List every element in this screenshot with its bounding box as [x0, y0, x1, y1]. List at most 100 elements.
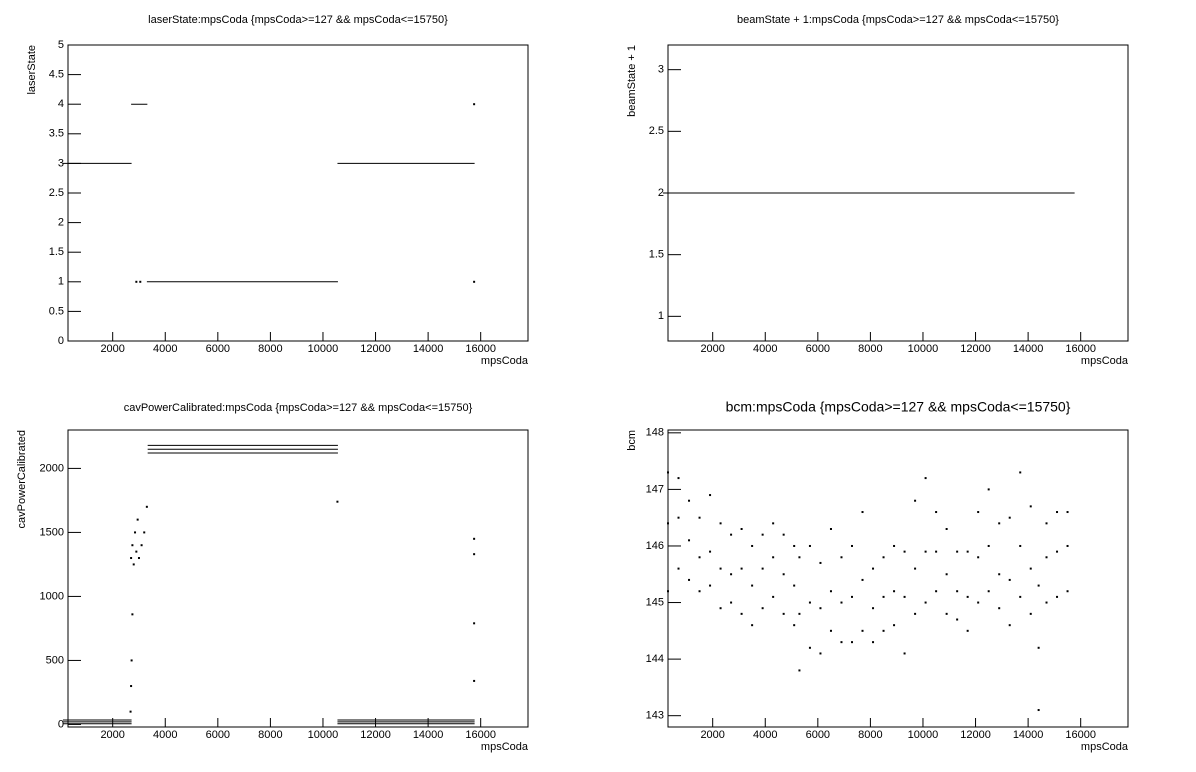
data-point: [1019, 544, 1022, 547]
data-point: [1008, 624, 1011, 627]
data-point: [935, 590, 938, 593]
x-tick-label: 10000: [908, 729, 939, 741]
data-point: [1029, 612, 1032, 615]
y-axis-label: beamState + 1: [626, 45, 638, 117]
data-point: [956, 618, 959, 621]
data-point: [139, 280, 142, 283]
data-point: [131, 544, 134, 547]
data-point: [130, 685, 133, 688]
data-point: [924, 477, 927, 480]
data-point: [840, 556, 843, 559]
data-point: [761, 607, 764, 610]
data-point: [130, 557, 133, 560]
data-point: [924, 601, 927, 604]
x-tick-label: 12000: [360, 729, 391, 741]
y-tick-label: 148: [646, 427, 664, 439]
y-tick-label: 3.5: [49, 128, 64, 140]
data-point: [1019, 471, 1022, 474]
data-point: [829, 590, 832, 593]
data-point: [698, 516, 701, 519]
data-point: [730, 533, 733, 536]
y-tick-label: 2.5: [649, 125, 664, 137]
data-point: [956, 550, 959, 553]
data-point: [1056, 595, 1059, 598]
data-point: [966, 595, 969, 598]
data-point: [829, 629, 832, 632]
y-tick-label: 1.5: [649, 249, 664, 261]
data-point: [761, 533, 764, 536]
data-point: [130, 659, 133, 662]
data-point: [698, 556, 701, 559]
data-point: [336, 500, 339, 503]
data-point: [473, 103, 476, 106]
data-point: [134, 531, 137, 534]
data-point: [667, 590, 669, 593]
data-point: [893, 544, 896, 547]
data-point: [1045, 556, 1048, 559]
data-point: [688, 539, 691, 542]
data-point: [1045, 522, 1048, 525]
data-point: [761, 567, 764, 570]
data-point: [903, 550, 906, 553]
chart-title: cavPowerCalibrated:mpsCoda {mpsCoda>=127…: [124, 402, 473, 414]
data-point: [914, 499, 917, 502]
data-point: [798, 612, 801, 615]
data-point: [131, 613, 134, 616]
data-point: [782, 612, 785, 615]
data-point: [861, 629, 864, 632]
plot-frame: [67, 44, 529, 342]
data-point: [473, 537, 476, 540]
data-point: [677, 516, 680, 519]
data-point: [966, 629, 969, 632]
data-point: [772, 522, 775, 525]
data-point: [893, 624, 896, 627]
data-point: [772, 556, 775, 559]
data-point: [998, 522, 1001, 525]
x-tick-label: 10000: [308, 729, 339, 741]
data-point: [709, 494, 712, 497]
data-point: [719, 607, 722, 610]
data-point: [751, 624, 754, 627]
data-point: [977, 556, 980, 559]
x-tick-label: 8000: [858, 343, 882, 355]
plot-frame: [667, 429, 1129, 728]
y-axis-label: laserState: [26, 45, 38, 95]
data-point: [924, 550, 927, 553]
data-point: [782, 573, 785, 576]
x-tick-label: 6000: [806, 343, 830, 355]
y-tick-label: 0: [58, 718, 64, 730]
data-point: [872, 641, 875, 644]
data-point: [914, 567, 917, 570]
data-point: [956, 590, 959, 593]
data-point: [782, 533, 785, 536]
data-point: [998, 573, 1001, 576]
data-point: [808, 601, 811, 604]
data-point: [140, 544, 143, 547]
x-tick-label: 8000: [258, 343, 282, 355]
data-point: [977, 601, 980, 604]
y-tick-label: 145: [646, 596, 664, 608]
y-tick-label: 0: [58, 335, 64, 347]
data-point: [819, 561, 822, 564]
data-point: [1056, 511, 1059, 514]
data-point: [698, 590, 701, 593]
y-tick-label: 147: [646, 483, 664, 495]
chart-title: bcm:mpsCoda {mpsCoda>=127 && mpsCoda<=15…: [726, 399, 1071, 415]
data-point: [1056, 550, 1059, 553]
data-point: [872, 607, 875, 610]
data-point: [945, 612, 948, 615]
data-point: [935, 511, 938, 514]
data-point: [1066, 590, 1069, 593]
x-tick-label: 12000: [360, 343, 391, 355]
y-axis-label: cavPowerCalibrated: [16, 430, 28, 528]
plot-frame: [67, 429, 529, 728]
data-point: [730, 573, 733, 576]
x-tick-label: 16000: [1065, 729, 1096, 741]
x-tick-label: 4000: [753, 729, 777, 741]
x-tick-label: 6000: [206, 729, 230, 741]
data-point: [903, 595, 906, 598]
x-axis-label: mpsCoda: [1081, 355, 1129, 367]
data-point: [987, 544, 990, 547]
y-tick-label: 0.5: [49, 305, 64, 317]
y-tick-label: 500: [46, 654, 64, 666]
